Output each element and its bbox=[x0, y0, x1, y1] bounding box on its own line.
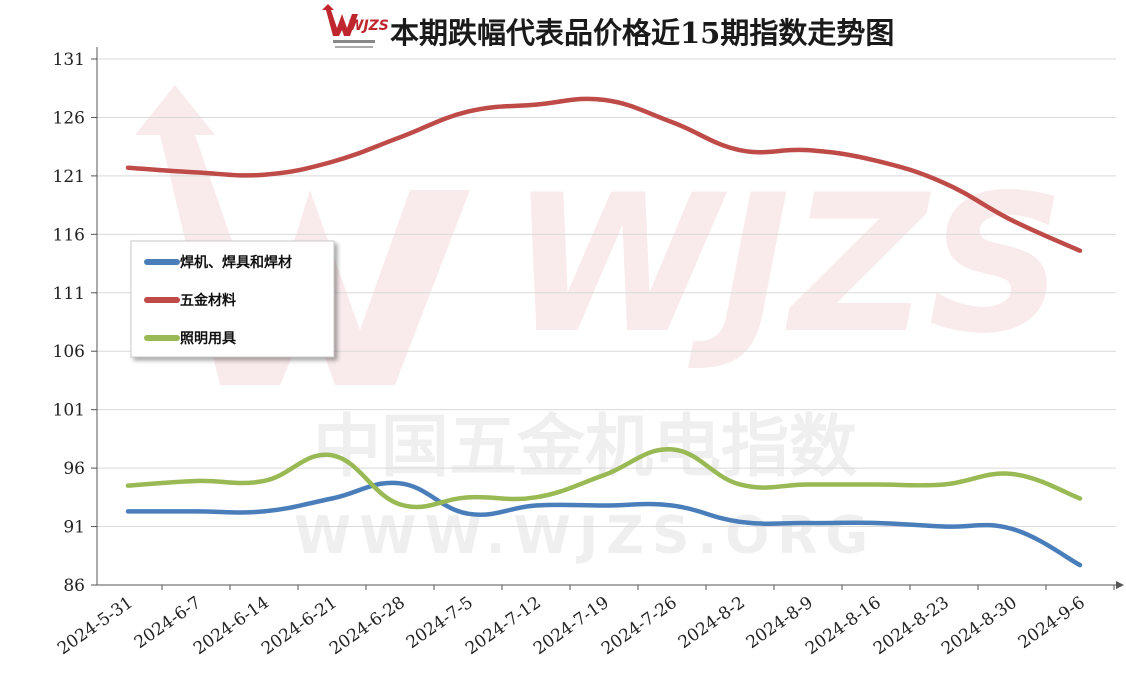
legend-label-2: 五金材料 bbox=[180, 292, 236, 309]
watermark-cn-text: 中国五金机电指数 bbox=[313, 408, 857, 487]
wjzs-logo-icon: WJZS bbox=[322, 4, 389, 48]
chart-header: WJZS 本期跌幅代表品价格近15期指数走势图 bbox=[322, 4, 894, 50]
x-tick-label: 2024-8-2 bbox=[675, 593, 749, 653]
x-tick-label: 2024-7-12 bbox=[462, 593, 545, 659]
y-tick-label: 96 bbox=[63, 459, 85, 479]
x-tick-label: 2024-6-21 bbox=[258, 593, 341, 659]
chart-title: 本期跌幅代表品价格近15期指数走势图 bbox=[390, 16, 894, 50]
y-tick-label: 116 bbox=[53, 225, 85, 245]
x-tick-label: 2024-7-19 bbox=[530, 593, 613, 659]
x-tick-label: 2024-8-16 bbox=[802, 593, 885, 659]
y-axis: 131 126 121 116 111 106 101 96 91 86 bbox=[53, 47, 98, 596]
legend-item-2: 五金材料 bbox=[144, 292, 236, 309]
x-tick-label: 2024-8-23 bbox=[870, 593, 953, 659]
y-tick-label: 126 bbox=[53, 108, 85, 128]
legend-item-3: 照明用具 bbox=[144, 331, 236, 347]
legend-item-1: 焊机、焊具和焊材 bbox=[144, 254, 292, 271]
grid-lines bbox=[97, 58, 1116, 528]
y-tick-label: 111 bbox=[53, 284, 85, 304]
watermark-logo-text: WJZS bbox=[510, 154, 1065, 375]
y-tick-label: 131 bbox=[53, 50, 85, 70]
x-tick-label: 2024-6-14 bbox=[190, 593, 273, 659]
x-tick-label: 2024-6-28 bbox=[326, 593, 409, 659]
y-tick-label: 101 bbox=[53, 401, 85, 421]
watermark-url-text: WWW.WJZS.ORG bbox=[294, 506, 876, 566]
x-tick-label: 2024-9-6 bbox=[1015, 593, 1089, 653]
y-tick-label: 121 bbox=[53, 167, 85, 187]
x-axis: 2024-5-312024-6-72024-6-142024-6-212024-… bbox=[54, 581, 1124, 659]
series-group bbox=[125, 96, 1083, 568]
y-tick-label: 91 bbox=[63, 518, 85, 538]
legend: 焊机、焊具和焊材 五金材料 照明用具 bbox=[130, 240, 335, 358]
legend-label-3: 照明用具 bbox=[180, 331, 236, 347]
y-tick-label: 106 bbox=[53, 342, 85, 362]
x-tick-label: 2024-5-31 bbox=[54, 593, 137, 659]
y-tick-label: 86 bbox=[63, 576, 85, 596]
legend-label-1: 焊机、焊具和焊材 bbox=[180, 254, 292, 271]
x-tick-label: 2024-8-30 bbox=[938, 593, 1021, 659]
x-tick-label: 2024-7-26 bbox=[598, 593, 681, 659]
x-axis-arrow-icon bbox=[1116, 581, 1124, 589]
logo-text: WJZS bbox=[348, 18, 389, 34]
